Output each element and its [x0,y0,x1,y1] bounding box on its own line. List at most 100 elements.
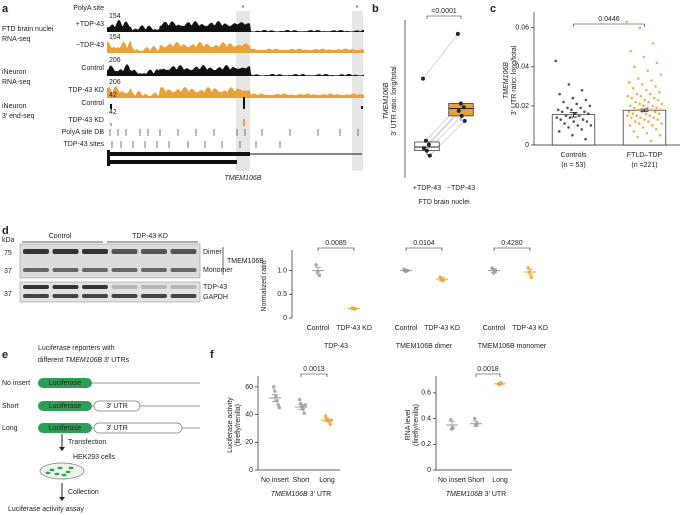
data-point [572,120,576,123]
data-point [317,273,322,278]
data-point [655,61,659,65]
y-tick-label: 0.2 [421,441,431,448]
schematic-title-part: 3′ UTRs [102,357,129,364]
blot-band [82,268,108,272]
x-tick-label: Controls [560,152,587,159]
data-point [328,422,333,427]
x-axis-label-part: 3′ UTR [308,491,331,498]
blot-band [111,294,138,298]
y-tick-label: 0 [249,467,253,474]
luciferase-label: Luciferase [49,380,81,387]
data-point [635,114,638,117]
data-point [654,85,657,88]
sig-bracket [317,247,355,251]
data-point [632,106,636,110]
data-point [526,265,530,270]
blot-group: TDP-43 KD [132,233,168,240]
data-point [642,55,646,59]
error-bar [569,111,578,118]
p-value: <0.0001 [431,8,457,15]
step-label: Collection [68,489,99,496]
track-label: TDP-43 sites [64,141,105,148]
group-label: 3′ end-seq [2,113,35,120]
data-point [630,96,634,100]
x-tick-label: TDP-43 KD [424,325,460,332]
data-point [630,116,633,119]
y-tick-label: 0 [525,142,529,149]
data-point [645,131,649,135]
data-point [659,108,662,112]
construct-label: Long [2,425,18,432]
x-axis-label: TMEM106B 3′ UTR [271,491,331,498]
track-name: TDP-43 KD [68,117,104,124]
data-point [562,100,565,104]
arrow-head [59,447,65,451]
error-bar [403,269,409,272]
luciferase-label: Luciferase [49,425,81,432]
y-axis-label: RNA level [405,409,412,440]
data-point [634,100,637,104]
subplot-title: TMEM106B monomer [478,343,547,350]
data-point [275,398,279,403]
y-axis-label: 3′ UTR ratio: long/total [391,66,398,136]
error-bar [272,394,278,402]
x-tick-label: Short [293,477,310,484]
data-point [455,31,460,36]
track-scale: 42 [109,109,117,116]
y-axis-label: (firefly/renilla) [413,404,420,446]
band-label: Dimer [203,249,222,256]
data-point [423,138,428,143]
data-point [638,26,642,30]
data-point [277,405,282,410]
data-point [314,263,318,267]
construct-label: No insert [2,380,30,387]
y-tick-label: 1.0 [277,267,287,274]
group-label: RNA-seq [2,36,31,43]
track-name: Control [81,65,104,72]
data-point [658,90,661,94]
luciferase-box [38,378,92,388]
data-point [573,112,577,116]
blot-band [170,268,197,272]
data-point [649,139,653,143]
utr-box [93,422,183,434]
error-bar [315,266,321,275]
data-point [438,275,442,280]
data-point [639,116,642,119]
data-point [638,102,641,106]
data-point [654,128,658,131]
p-value: 0.0085 [325,240,347,247]
panel-letter: c [490,3,496,15]
data-point [302,411,307,416]
blot-band [111,268,138,272]
coverage-spike [110,123,112,126]
data-point [585,120,589,123]
coverage-spike [243,118,245,126]
step-label: Luciferase activity assay [8,506,84,513]
x-tick-label: No insert [261,477,289,484]
gene-model [107,152,250,156]
y-axis-label: TMEM106B [383,82,390,119]
data-point [424,148,429,153]
data-point [571,96,575,100]
error-bar [449,420,455,430]
data-point [625,20,629,24]
data-point [575,102,578,106]
data-point [647,120,650,123]
luciferase-box [38,423,92,433]
y-tick-label: 0 [427,467,431,474]
schematic-title: different TMEM106B 3′ UTRs [38,357,130,364]
data-point [658,133,662,137]
error-bar [491,268,497,273]
data-point [649,108,653,112]
error-bar [640,108,649,112]
bar [551,114,596,146]
data-point [564,114,568,117]
x-axis-label-part: TMEM106B [271,491,308,498]
data-point [427,153,432,158]
dish [39,462,85,480]
data-point [651,124,654,127]
data-point [579,106,582,110]
track-scale: 154 [109,34,121,41]
